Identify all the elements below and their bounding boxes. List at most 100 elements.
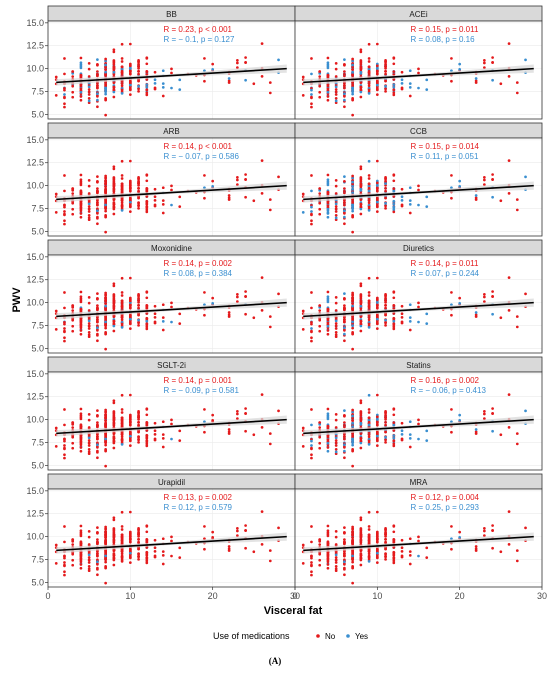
data-point-no xyxy=(137,186,140,190)
data-point-no xyxy=(153,316,157,319)
data-point-no xyxy=(343,72,346,76)
data-point-no xyxy=(375,415,379,419)
data-point-no xyxy=(334,426,338,429)
data-point-no xyxy=(79,190,83,194)
data-point-no xyxy=(268,549,272,552)
stat-no: R = 0.15, p = 0.014 xyxy=(411,142,480,151)
data-point-no xyxy=(351,408,354,412)
data-point-yes xyxy=(351,185,354,188)
data-point-yes xyxy=(326,300,330,304)
data-point-no xyxy=(351,293,354,297)
data-point-yes xyxy=(458,535,462,539)
data-point-no xyxy=(203,57,206,60)
regression-line xyxy=(56,67,287,84)
data-point-yes xyxy=(351,425,354,428)
data-point-no xyxy=(351,536,354,539)
data-point-no xyxy=(71,552,75,556)
data-point-no xyxy=(310,222,313,226)
data-point-no xyxy=(310,336,313,340)
data-point-no xyxy=(137,537,140,541)
data-point-yes xyxy=(408,303,412,307)
data-point-no xyxy=(104,65,107,69)
data-point-no xyxy=(359,88,363,91)
data-point-no xyxy=(137,557,140,561)
data-point-yes xyxy=(392,85,396,89)
data-point-no xyxy=(145,57,149,60)
data-point-no xyxy=(161,562,165,566)
data-point-no xyxy=(252,82,256,86)
data-point-yes xyxy=(351,414,354,418)
x-tick-label: 20 xyxy=(208,591,218,601)
data-point-no xyxy=(351,564,354,568)
data-point-no xyxy=(128,69,132,73)
data-point-no xyxy=(104,435,107,439)
data-point-no xyxy=(392,538,396,541)
data-point-yes xyxy=(310,210,313,213)
data-point-no xyxy=(104,443,107,447)
data-point-no xyxy=(351,299,354,303)
data-point-no xyxy=(87,331,91,334)
data-point-no xyxy=(79,95,83,98)
data-point-no xyxy=(120,393,124,397)
data-point-no xyxy=(507,393,511,396)
y-tick-label: 5.0 xyxy=(31,460,44,470)
data-point-no xyxy=(203,430,206,434)
data-point-no xyxy=(359,297,363,300)
data-point-no xyxy=(79,412,83,416)
data-point-no xyxy=(104,531,107,535)
data-point-no xyxy=(359,556,363,559)
data-point-no xyxy=(384,533,387,536)
data-point-yes xyxy=(392,202,396,206)
data-point-no xyxy=(63,210,66,213)
data-point-no xyxy=(334,452,338,456)
data-point-no xyxy=(384,186,387,190)
legend-key-yes xyxy=(346,634,350,638)
data-point-no xyxy=(79,324,83,328)
data-point-yes xyxy=(392,200,396,203)
data-point-no xyxy=(227,194,231,197)
data-point-no xyxy=(367,177,371,180)
data-point-no xyxy=(236,412,239,416)
data-point-yes xyxy=(96,58,99,62)
data-point-no xyxy=(351,57,354,61)
data-point-no xyxy=(384,62,387,66)
data-point-no xyxy=(351,326,354,330)
data-point-no xyxy=(499,82,503,86)
data-point-no xyxy=(112,187,116,191)
data-point-no xyxy=(408,554,412,557)
data-point-no xyxy=(203,174,206,177)
data-point-no xyxy=(260,393,264,396)
data-point-no xyxy=(79,446,83,449)
data-point-no xyxy=(384,206,387,210)
data-point-no xyxy=(128,81,132,85)
data-point-no xyxy=(326,566,330,570)
data-point-no xyxy=(87,205,91,208)
data-point-no xyxy=(351,531,354,535)
data-point-no xyxy=(474,549,478,552)
data-point-yes xyxy=(367,442,371,446)
data-point-no xyxy=(367,435,371,439)
data-point-no xyxy=(120,408,124,411)
data-point-yes xyxy=(491,312,494,316)
data-point-no xyxy=(54,543,58,547)
legend-label-no: No xyxy=(325,632,336,641)
data-point-no xyxy=(128,62,132,66)
data-point-no xyxy=(170,554,173,558)
data-point-yes xyxy=(334,553,338,557)
data-point-no xyxy=(137,296,140,300)
data-point-no xyxy=(507,309,511,312)
data-point-no xyxy=(112,439,116,442)
data-point-no xyxy=(458,296,462,300)
data-point-no xyxy=(351,533,354,537)
data-point-no xyxy=(120,439,124,443)
data-point-no xyxy=(343,212,346,215)
data-point-yes xyxy=(128,551,132,555)
data-point-no xyxy=(87,450,91,454)
data-point-yes xyxy=(417,203,420,207)
data-point-no xyxy=(120,528,124,531)
data-point-yes xyxy=(334,450,338,454)
x-tick-label: 0 xyxy=(292,591,297,601)
data-point-yes xyxy=(310,439,313,443)
data-point-no xyxy=(87,207,91,211)
data-point-no xyxy=(104,57,107,61)
